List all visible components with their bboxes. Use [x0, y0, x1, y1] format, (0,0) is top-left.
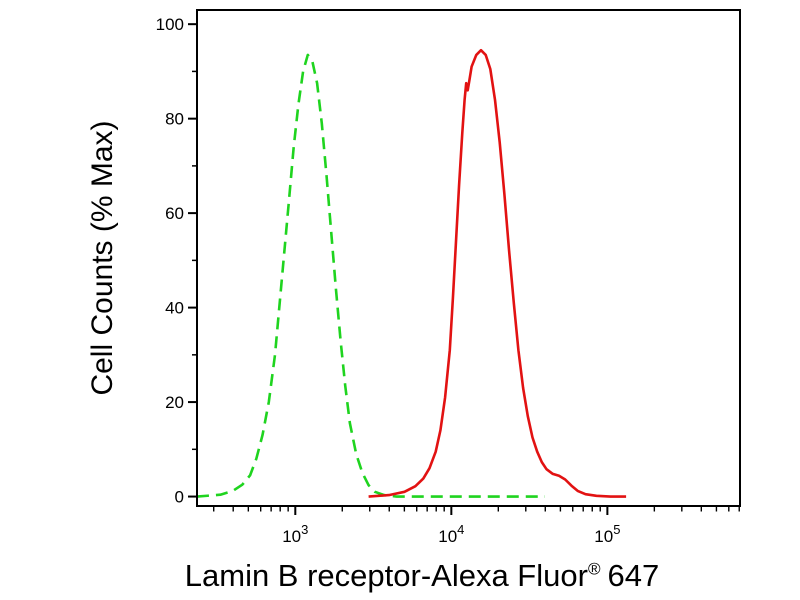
y-tick-label: 0 [175, 488, 184, 507]
registered-mark-icon: ® [587, 559, 601, 579]
x-tick-label: 103 [282, 522, 308, 546]
curves-layer [196, 48, 627, 498]
y-tick-label: 60 [165, 204, 184, 223]
plot-border [196, 9, 741, 507]
curve-green-dashed-curve [196, 53, 545, 498]
y-tick-label: 20 [165, 393, 184, 412]
y-tick-label: 100 [156, 15, 184, 34]
axis-tick-labels-layer: 0 20 40 60 80 100 103 104 105 [156, 15, 621, 546]
x-axis-title-suffix: 647 [607, 558, 660, 593]
y-axis-title: Cell Counts (% Max) [86, 120, 119, 396]
axis-ticks-layer [188, 23, 740, 515]
x-axis-title-main: Lamin B receptor-Alexa Fluor [184, 558, 588, 593]
x-tick-label: 104 [438, 522, 464, 546]
x-tick-label: 105 [594, 522, 620, 546]
x-axis-title: Lamin B receptor-Alexa Fluor® 647 [22, 558, 800, 594]
y-tick-label: 40 [165, 299, 184, 318]
y-tick-label: 80 [165, 110, 184, 129]
curve-red-solid-curve [368, 48, 627, 498]
